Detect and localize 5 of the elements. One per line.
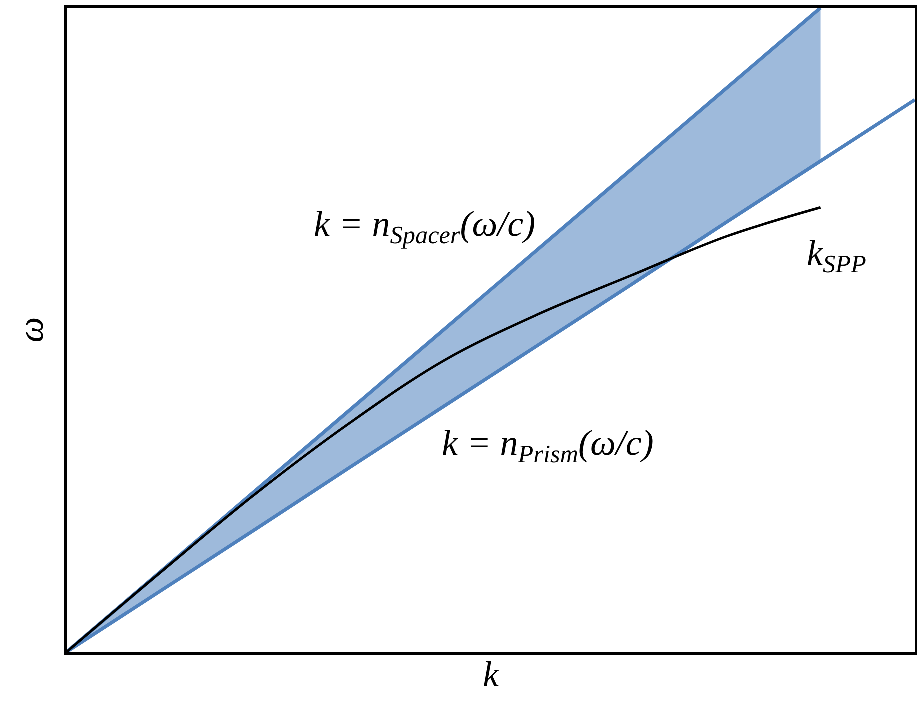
- series-label: k = n$_{Spacer}$(ω/c): [314, 204, 536, 250]
- y-axis-title: ω: [10, 317, 51, 343]
- x-axis-title: k: [483, 654, 500, 695]
- series-label: k = n$_{Prism}$(ω/c): [442, 423, 654, 469]
- series-label: k$_{SPP}$: [807, 233, 866, 279]
